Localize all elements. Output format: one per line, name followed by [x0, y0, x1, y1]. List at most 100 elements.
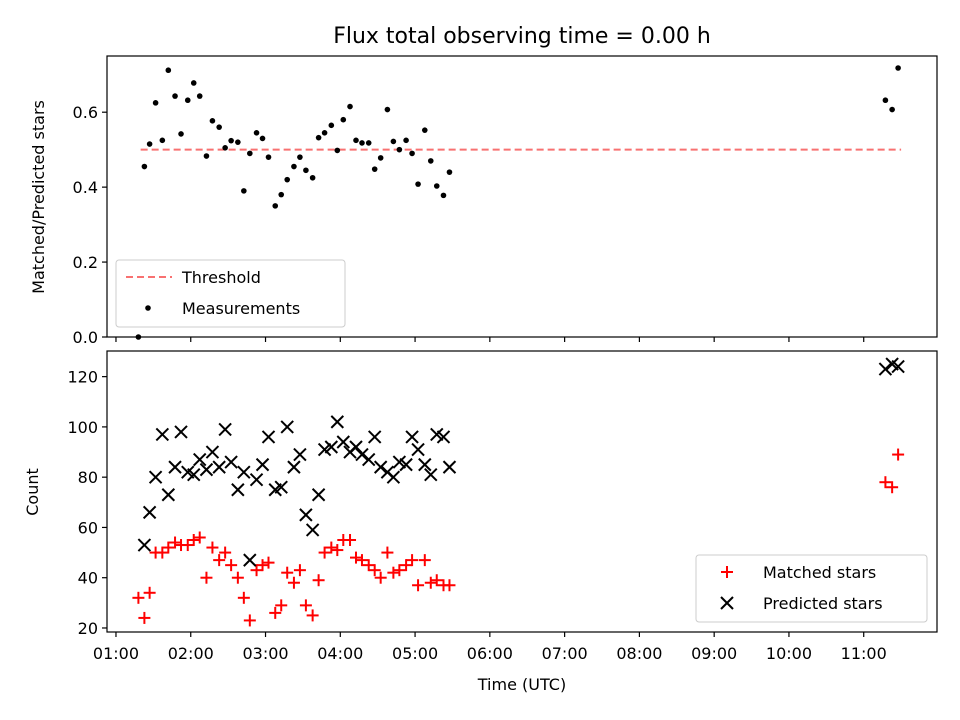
- bottom-y-tick-label: 80: [78, 468, 98, 487]
- predicted-star-point: [436, 430, 451, 444]
- predicted-star-point: [878, 362, 893, 376]
- matched-star-point: [187, 534, 200, 547]
- measurement-point: [247, 150, 253, 157]
- matched-star-point: [374, 571, 387, 584]
- predicted-star-point: [249, 472, 264, 487]
- measurement-point: [235, 139, 241, 145]
- matched-star-point: [381, 546, 394, 559]
- top-legend-frame: [115, 259, 346, 328]
- measurement-point: [889, 106, 895, 113]
- legend-predicted-swatch: [720, 596, 734, 610]
- measurement-point: [184, 97, 191, 104]
- measurement-point: [309, 174, 316, 181]
- top-y-axis: 0.0 0.2 0.4 0.6: [73, 103, 107, 347]
- x-tick-label: 11:00: [841, 644, 887, 663]
- matched-star-point: [132, 591, 145, 604]
- matched-star-point: [318, 546, 331, 559]
- predicted-star-point: [367, 430, 382, 444]
- measurement-point: [315, 134, 322, 141]
- predicted-star-point: [373, 460, 388, 474]
- matched-star-point: [250, 564, 263, 577]
- bottom-y-axis-label: Count: [23, 468, 42, 516]
- legend-measurements-label: Measurements: [182, 299, 300, 318]
- predicted-star-point: [424, 467, 438, 482]
- predicted-star-point: [399, 457, 413, 472]
- predicted-star-point: [261, 430, 276, 444]
- matched-star-point: [443, 579, 456, 592]
- predicted-star-point: [168, 460, 182, 474]
- measurement-point: [340, 116, 347, 123]
- predicted-star-point: [311, 488, 326, 502]
- measurement-point: [178, 131, 184, 137]
- matched-star-point: [138, 611, 151, 624]
- legend-predicted-label: Predicted stars: [763, 594, 883, 613]
- matched-star-point: [193, 531, 206, 544]
- matched-star-point: [418, 554, 431, 567]
- matched-star-point: [219, 546, 232, 559]
- chart-title: Flux total observing time = 0.00 h: [333, 24, 711, 49]
- measurement-point: [284, 176, 291, 183]
- measurement-point: [390, 138, 397, 145]
- matched-star-point: [225, 559, 238, 572]
- predicted-star-point: [891, 359, 905, 374]
- measurement-point: [265, 154, 272, 160]
- measurement-point: [190, 80, 197, 86]
- predicted-star-point: [274, 480, 288, 494]
- matched-star-point: [206, 541, 219, 554]
- matched-star-point: [293, 564, 306, 577]
- measurement-point: [228, 137, 234, 144]
- legend-matched-swatch: [721, 566, 733, 578]
- measurement-point: [359, 140, 365, 146]
- predicted-star-point: [205, 445, 220, 459]
- top-legend: Threshold Measurements: [115, 259, 346, 328]
- predicted-star-point: [442, 460, 457, 474]
- matched-star-point: [169, 536, 182, 549]
- matched-star-point: [299, 599, 312, 612]
- measurement-point: [377, 155, 384, 161]
- measurement-point: [403, 137, 409, 144]
- matched-star-point: [213, 554, 226, 567]
- bottom-legend: Matched stars Predicted stars: [695, 554, 928, 623]
- predicted-star-point: [155, 427, 170, 442]
- measurement-point: [146, 141, 153, 147]
- matched-star-point: [156, 546, 169, 559]
- measurement-point: [384, 106, 391, 113]
- matched-star-point: [306, 609, 319, 622]
- bottom-y-tick-label: 40: [78, 569, 98, 588]
- predicted-star-point: [255, 457, 270, 472]
- x-tick-label: 02:00: [168, 644, 214, 663]
- measurement-point: [172, 93, 178, 99]
- matched-stars-series: [132, 448, 905, 627]
- predicted-star-point: [161, 488, 176, 502]
- bottom-legend-frame: [695, 554, 928, 623]
- measurement-point: [427, 158, 434, 164]
- x-tick-label: 05:00: [392, 644, 438, 663]
- matched-star-point: [355, 554, 368, 567]
- predicted-star-point: [280, 420, 294, 434]
- predicted-star-point: [142, 505, 157, 520]
- matched-star-point: [886, 481, 899, 494]
- measurement-point: [141, 163, 148, 170]
- measurement-point: [409, 150, 415, 157]
- predicted-star-point: [362, 452, 376, 467]
- top-y-tick-label: 0.4: [73, 178, 98, 197]
- predicted-star-point: [305, 523, 320, 537]
- top-panel: 0.0 0.2 0.4 0.6 Matched/Predicted stars Thr…: [29, 55, 938, 347]
- x-tick-label: 10:00: [766, 644, 812, 663]
- measurement-point: [328, 122, 335, 129]
- measurement-point: [216, 124, 222, 130]
- x-tick-label: 01:00: [93, 644, 139, 663]
- matched-star-point: [200, 571, 213, 584]
- top-y-tick-label: 0.2: [73, 253, 98, 272]
- top-y-axis-label: Matched/Predicted stars: [29, 100, 48, 294]
- measurement-point: [303, 167, 309, 174]
- measurement-point: [222, 144, 228, 151]
- bottom-y-tick-label: 100: [67, 418, 98, 437]
- matched-star-point: [181, 539, 194, 552]
- measurement-point: [241, 188, 247, 194]
- measurement-point: [371, 166, 378, 172]
- matched-star-point: [430, 574, 443, 587]
- matched-star-point: [312, 574, 325, 587]
- bottom-x-axis: 01:00 02:00 03:00 04:00 05:00 06:00 07:00 08:00…: [93, 632, 887, 663]
